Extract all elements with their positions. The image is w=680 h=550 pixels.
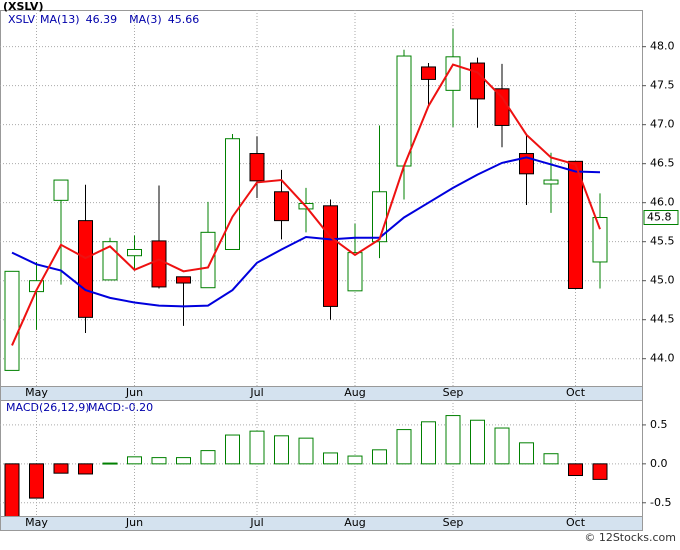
macd-bar — [176, 457, 191, 465]
ma-line — [11, 156, 601, 308]
y-tick-label: 46.5 — [650, 157, 675, 170]
macd-bar — [323, 452, 338, 465]
candle-body — [323, 205, 338, 307]
candle-body — [396, 55, 412, 167]
candle-body — [53, 179, 69, 201]
macd-bar — [274, 435, 289, 465]
candle-body — [127, 248, 142, 257]
y-tick-label: 45.5 — [650, 235, 675, 248]
x-tick-label: Sep — [443, 516, 464, 529]
x-tick-label: Oct — [566, 516, 586, 529]
x-tick-label: Jul — [249, 386, 263, 399]
x-tick-label: Oct — [566, 386, 586, 399]
x-axis-band — [0, 516, 643, 531]
candle-body — [543, 179, 559, 185]
plot — [4, 28, 608, 371]
macd-bar — [29, 463, 44, 499]
candle-body — [494, 88, 510, 126]
x-axis-band — [0, 386, 643, 401]
x-tick-label: Sep — [443, 386, 464, 399]
y-tick-label: 46.0 — [650, 196, 675, 209]
macd-bar — [53, 463, 69, 474]
macd-bar — [249, 430, 265, 465]
x-tick-label: Jul — [249, 516, 263, 529]
x-tick-label: Aug — [344, 386, 365, 399]
y-tick-label: -0.5 — [650, 496, 671, 509]
candle-body — [102, 241, 118, 281]
candle-body — [421, 66, 436, 80]
macd-bar — [445, 415, 461, 465]
candle-body — [274, 191, 289, 222]
y-tick-label: 48.0 — [650, 40, 675, 53]
y-tick-label: 47.5 — [650, 79, 675, 92]
macd-bar — [347, 455, 363, 465]
macd-bar — [568, 463, 583, 477]
macd-bar — [543, 453, 559, 465]
legend-ticker: XSLV — [8, 13, 35, 26]
macd-bar — [372, 449, 387, 465]
candle-body — [4, 270, 20, 371]
candle-body — [470, 62, 485, 100]
last-price-label: 45.8 — [647, 211, 672, 224]
macd-panel — [0, 400, 643, 517]
candle-body — [568, 160, 583, 289]
macd-bar — [151, 457, 167, 465]
legend-name: MA(3) — [129, 13, 162, 26]
legend-name: MA(13) — [40, 13, 80, 26]
macd-bar — [396, 429, 412, 465]
candle-body — [347, 252, 363, 292]
macd-bar — [200, 450, 216, 465]
legend-value: 46.39 — [86, 13, 118, 26]
y-tick-label: 0.5 — [650, 418, 668, 431]
x-tick-label: Aug — [344, 516, 365, 529]
macd-bar — [470, 419, 485, 465]
candle-body — [225, 138, 240, 250]
candle-body — [176, 276, 191, 284]
macd-title: MACD(26,12,9) — [6, 401, 90, 414]
y-tick-label: 0.0 — [650, 457, 668, 470]
macd-bar — [421, 421, 436, 465]
candle-body — [249, 153, 265, 182]
candle-body — [151, 240, 167, 288]
macd-bar — [4, 463, 20, 516]
last-price-box — [643, 210, 679, 226]
macd-bar — [102, 462, 118, 465]
candle-body — [592, 217, 608, 263]
macd-label: MACD:-0.20 — [88, 401, 153, 414]
legend-value: 45.66 — [168, 13, 200, 26]
y-tick-label: 45.0 — [650, 274, 675, 287]
chart-title: (XSLV) — [3, 0, 43, 13]
plot — [4, 415, 608, 516]
macd-bar — [127, 456, 142, 465]
price-panel — [0, 10, 643, 387]
footer: © 12Stocks.com — [584, 531, 676, 544]
y-tick-label: 44.0 — [650, 352, 675, 365]
macd-bar — [298, 437, 314, 465]
macd-bar — [494, 427, 510, 465]
y-tick-label: 44.5 — [650, 313, 675, 326]
y-tick-label: 47.0 — [650, 118, 675, 131]
ma-line — [11, 63, 601, 346]
macd-bar — [225, 434, 240, 465]
macd-bar — [519, 442, 534, 465]
x-tick-label: Jun — [125, 516, 143, 529]
candle-body — [78, 220, 93, 318]
x-tick-label: May — [25, 386, 48, 399]
macd-bar — [78, 463, 93, 475]
x-tick-label: May — [25, 516, 48, 529]
macd-bar — [592, 463, 608, 480]
x-tick-label: Jun — [125, 386, 143, 399]
candle-body — [200, 231, 216, 289]
